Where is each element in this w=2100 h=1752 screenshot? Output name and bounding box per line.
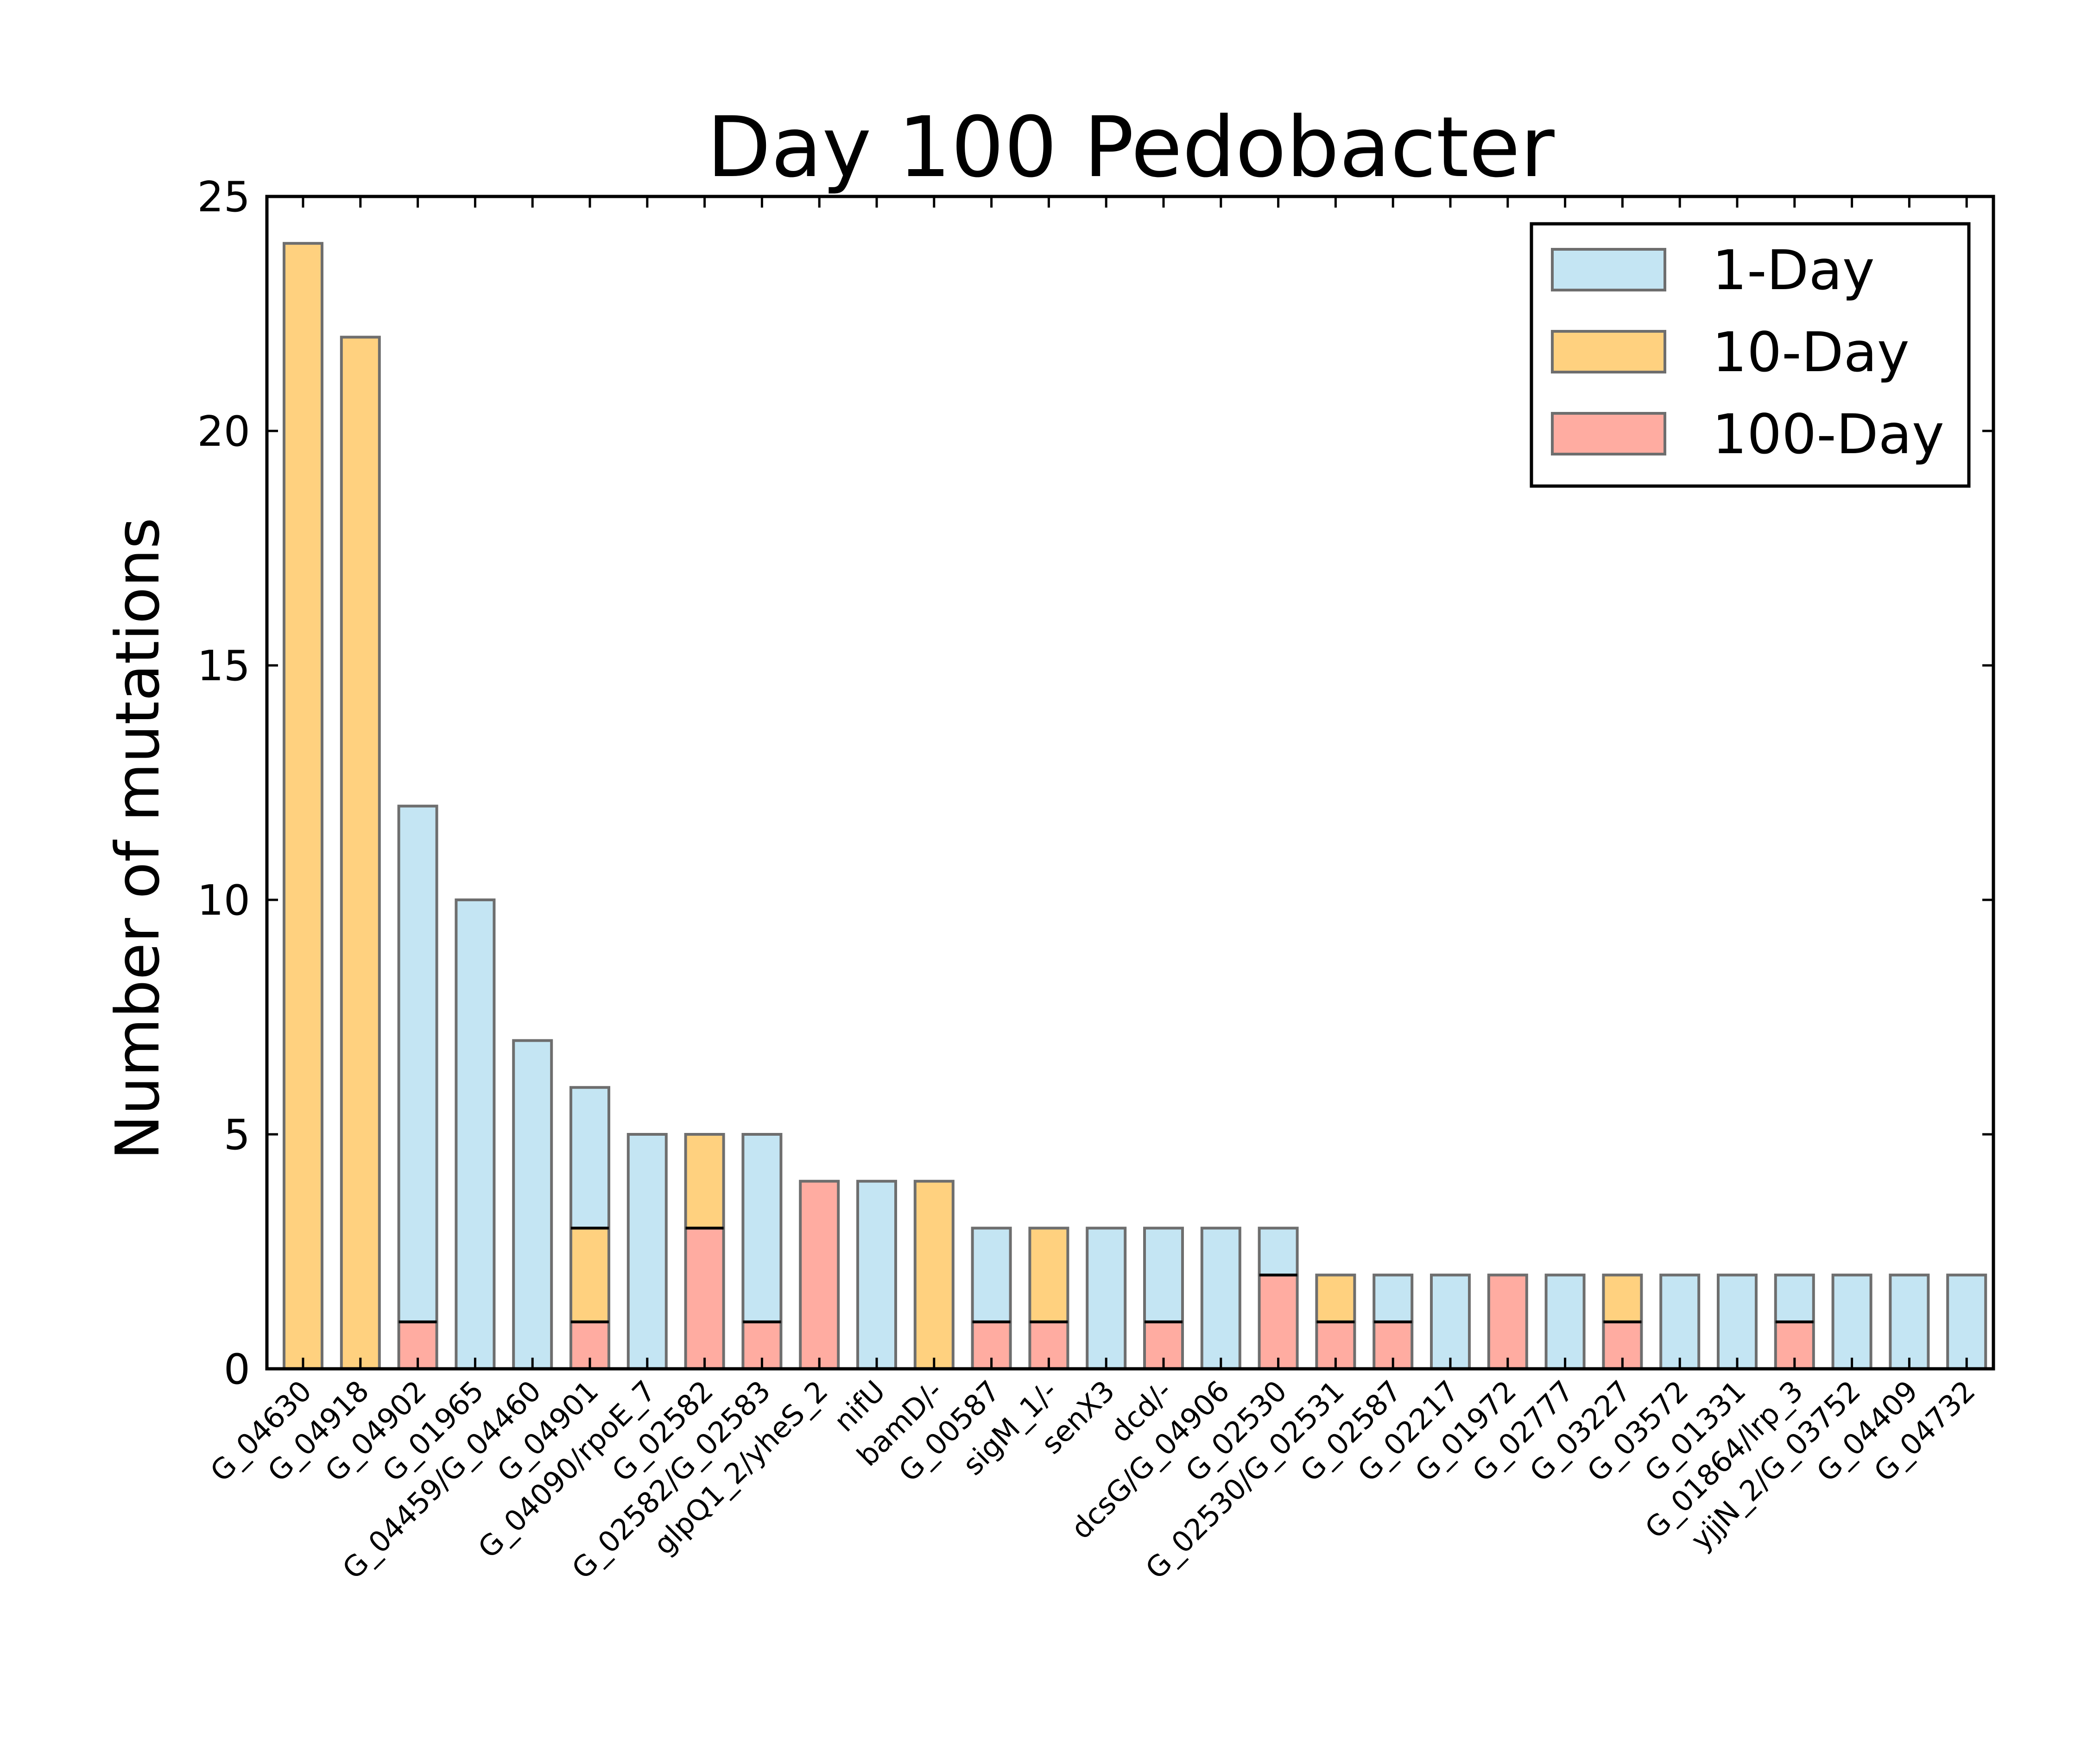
chart-title: Day 100 Pedobacter (707, 99, 1555, 196)
bar-10-day-8 (684, 1133, 725, 1230)
bars-layer (283, 242, 1987, 1371)
bar-1-day-29 (1889, 1273, 1930, 1371)
x-tick-labels: G_04630G_04918G_04902G_01965G_04459/G_04… (204, 1374, 1982, 1586)
bar-10-day-12 (913, 1180, 955, 1370)
y-tick-label: 10 (197, 876, 250, 925)
bar-1-day-28 (1831, 1273, 1872, 1371)
y-tick-label: 15 (197, 642, 250, 690)
bar-1-day-4 (455, 898, 496, 1370)
bar-1-day-3 (397, 804, 438, 1323)
bar-10-day-19 (1315, 1273, 1356, 1323)
bar-1-day-27 (1774, 1273, 1815, 1323)
legend: 1-Day 10-Day 100-Day (1530, 222, 1971, 488)
y-tick-label: 5 (224, 1111, 250, 1159)
y-tick-label: 25 (197, 173, 250, 221)
bar-1-day-15 (1086, 1227, 1127, 1370)
bar-100-day-22 (1487, 1273, 1528, 1371)
y-axis-label: Number of mutations (102, 518, 173, 1160)
y-tick-label: 20 (197, 407, 250, 456)
bar-1-day-7 (626, 1133, 668, 1370)
bar-1-day-26 (1717, 1273, 1758, 1371)
plot-area-frame (265, 195, 1995, 1371)
axis-ticks (267, 195, 1993, 1370)
bar-1-day-17 (1200, 1227, 1241, 1370)
bar-1-day-9 (741, 1133, 783, 1323)
bar-1-day-13 (971, 1227, 1012, 1323)
y-tick-label: 0 (224, 1345, 250, 1394)
bar-10-day-2 (340, 335, 381, 1370)
legend-swatch-1-day (1551, 248, 1666, 291)
bar-1-day-23 (1544, 1273, 1586, 1371)
bar-1-day-21 (1430, 1273, 1471, 1371)
legend-label-1-day: 1-Day (1712, 238, 1875, 302)
bar-1-day-6 (569, 1086, 610, 1230)
bar-100-day-18 (1258, 1273, 1299, 1371)
bar-1-day-11 (856, 1180, 897, 1370)
legend-label-100-day: 100-Day (1712, 402, 1944, 466)
bar-100-day-8 (684, 1227, 725, 1370)
bar-10-day-1 (283, 242, 323, 1371)
bar-1-day-30 (1946, 1273, 1987, 1371)
bar-1-day-16 (1143, 1227, 1184, 1323)
bar-1-day-18 (1258, 1227, 1299, 1277)
bar-1-day-25 (1659, 1273, 1701, 1371)
bar-100-day-10 (799, 1180, 840, 1370)
legend-label-10-day: 10-Day (1712, 320, 1910, 384)
bar-10-day-14 (1028, 1227, 1069, 1323)
y-tick-labels: 0 5 10 15 20 25 (197, 173, 250, 1394)
bar-1-day-20 (1373, 1273, 1414, 1323)
legend-swatch-100-day (1551, 412, 1666, 455)
bar-10-day-24 (1602, 1273, 1643, 1323)
bar-10-day-6 (569, 1227, 610, 1323)
legend-swatch-10-day (1551, 330, 1666, 373)
bar-1-day-5 (512, 1039, 553, 1371)
